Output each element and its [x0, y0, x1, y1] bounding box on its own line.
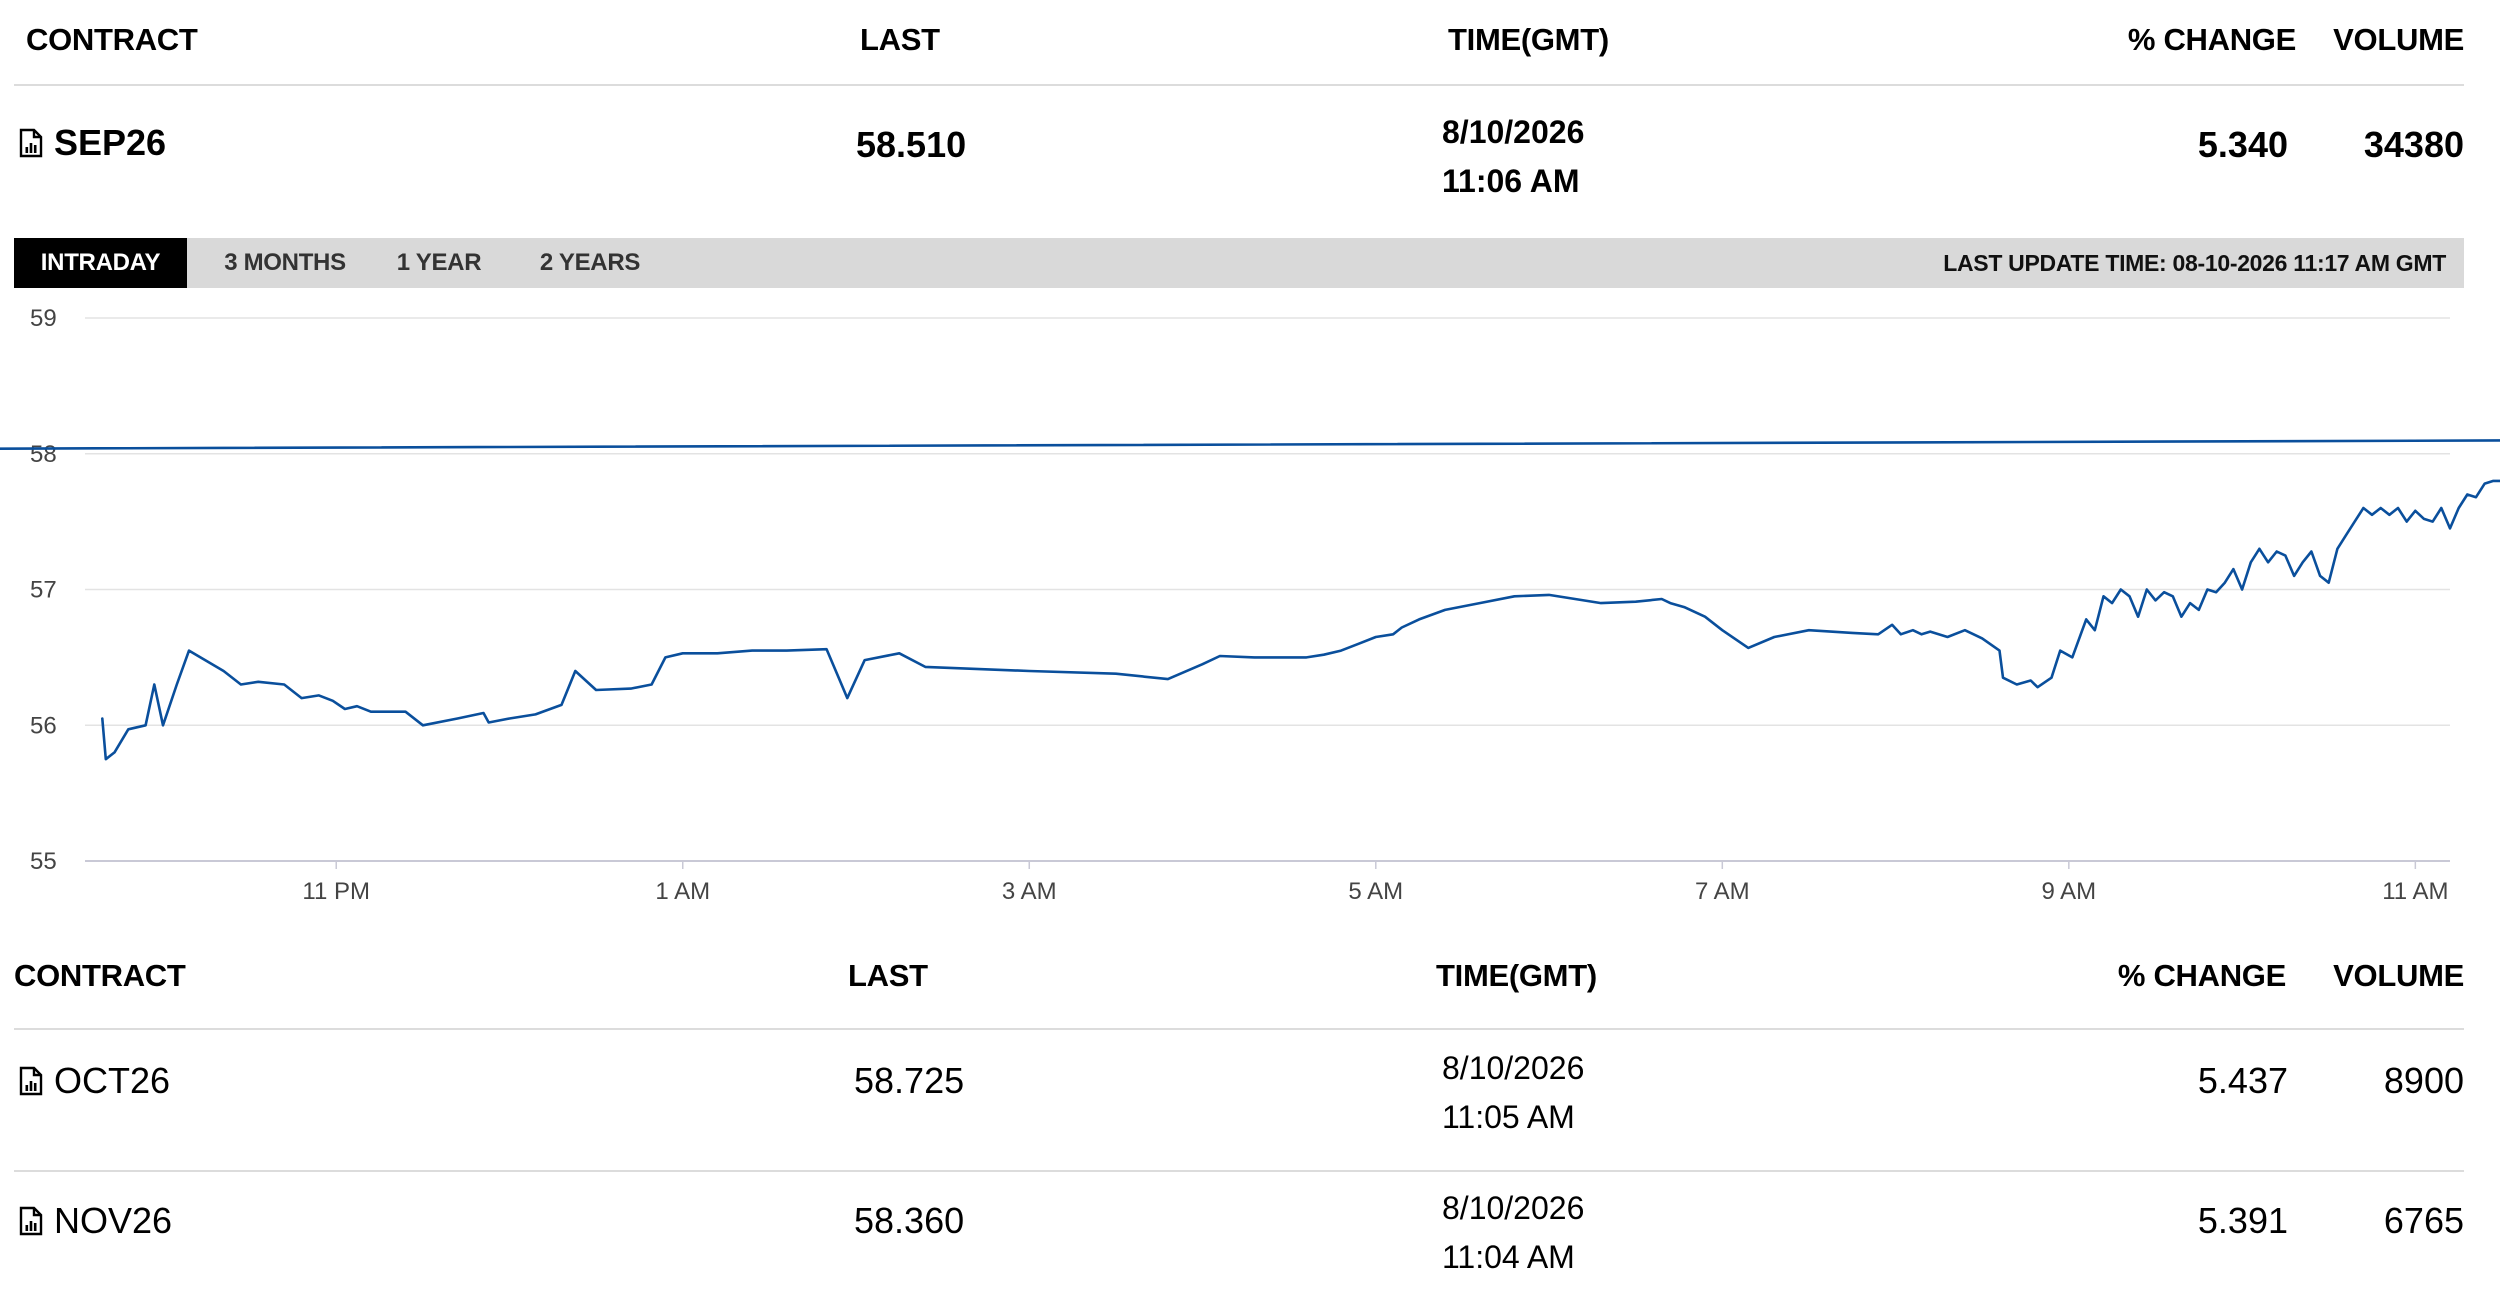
header-time: TIME(GMT) [1436, 958, 1597, 993]
y-tick-label: 58 [30, 441, 57, 468]
header-last: LAST [860, 22, 940, 57]
contract-cell[interactable]: SEP26 [18, 122, 166, 164]
contract-name[interactable]: OCT26 [54, 1060, 171, 1101]
volume: 34380 [2363, 124, 2464, 165]
header-time: TIME(GMT) [1448, 22, 1609, 57]
chart-file-icon [19, 128, 43, 158]
tab-intraday[interactable]: INTRADAY [14, 238, 187, 288]
main-contract-table: CONTRACT LAST TIME(GMT) % CHANGE VOLUME … [14, 0, 2464, 236]
header-change: % CHANGE [2117, 958, 2286, 993]
trade-clock: 11:06 AM [1442, 163, 1580, 199]
table-row[interactable]: SEP26 58.510 8/10/2026 11:06 AM 5.340 34… [14, 86, 2464, 236]
other-contracts-table: CONTRACT LAST TIME(GMT) % CHANGE VOLUME … [14, 934, 2464, 1312]
price-series-line [0, 439, 2500, 761]
percent-change: 5.391 [2197, 1200, 2288, 1241]
contract-name[interactable]: SEP26 [54, 122, 167, 163]
trade-time: 8/10/2026 11:05 AM [1442, 1050, 1584, 1136]
y-tick-label: 56 [30, 712, 57, 739]
contract-cell[interactable]: OCT26 [18, 1060, 170, 1102]
table-row[interactable]: OCT26 58.725 8/10/2026 11:05 AM 5.437 89… [14, 1030, 2464, 1172]
chart-file-icon [19, 1066, 43, 1096]
last-price: 58.725 [854, 1060, 965, 1101]
y-tick-label: 55 [30, 848, 57, 875]
contract-cell[interactable]: NOV26 [18, 1200, 172, 1242]
x-tick-label: 1 AM [655, 878, 710, 905]
x-tick-label: 7 AM [1695, 878, 1750, 905]
trade-date: 8/10/2026 [1442, 114, 1585, 150]
header-contract: CONTRACT [14, 958, 186, 993]
trade-clock: 11:04 AM [1442, 1239, 1575, 1275]
table-header-row: CONTRACT LAST TIME(GMT) % CHANGE VOLUME [14, 934, 2464, 1030]
header-change: % CHANGE [2127, 22, 2296, 57]
tab-3-months[interactable]: 3 MONTHS [224, 249, 346, 276]
x-tick-label: 11 AM [2382, 878, 2448, 905]
trade-clock: 11:05 AM [1442, 1099, 1575, 1135]
table-header-row: CONTRACT LAST TIME(GMT) % CHANGE VOLUME [14, 0, 2464, 86]
chart-file-icon [19, 1206, 43, 1236]
y-tick-label: 59 [30, 305, 57, 332]
trade-date: 8/10/2026 [1442, 1050, 1585, 1086]
trade-time: 8/10/2026 11:06 AM [1442, 114, 1584, 200]
chart-period-toolbar: INTRADAY 3 MONTHS 1 YEAR 2 YEARS LAST UP… [14, 238, 2464, 288]
header-volume: VOLUME [2333, 958, 2464, 993]
volume: 8900 [2383, 1060, 2464, 1101]
header-volume: VOLUME [2333, 22, 2464, 57]
x-tick-label: 9 AM [2041, 878, 2096, 905]
trade-time: 8/10/2026 11:04 AM [1442, 1190, 1584, 1276]
last-price: 58.360 [854, 1200, 965, 1241]
volume: 6765 [2383, 1200, 2464, 1241]
percent-change: 5.437 [2197, 1060, 2288, 1101]
x-tick-label: 5 AM [1348, 878, 1403, 905]
trade-date: 8/10/2026 [1442, 1190, 1585, 1226]
tab-1-year[interactable]: 1 YEAR [396, 249, 482, 276]
y-tick-label: 57 [30, 577, 57, 604]
last-price: 58.510 [856, 124, 967, 165]
header-contract: CONTRACT [26, 22, 198, 57]
x-tick-label: 3 AM [1002, 878, 1057, 905]
header-last: LAST [848, 958, 928, 993]
intraday-price-chart[interactable]: 55 56 57 58 59 11 PM 1 AM 3 AM 5 AM 7 AM 9 AM 11 AM [0, 296, 2500, 916]
contract-name[interactable]: NOV26 [54, 1200, 173, 1241]
last-update-time: LAST UPDATE TIME: 08-10-2026 11:17 AM GM… [1943, 250, 2446, 276]
percent-change: 5.340 [2197, 124, 2288, 165]
x-tick-label: 11 PM [302, 878, 370, 905]
tab-2-years[interactable]: 2 YEARS [539, 249, 641, 276]
table-row[interactable]: NOV26 58.360 8/10/2026 11:04 AM 5.391 67… [14, 1172, 2464, 1312]
